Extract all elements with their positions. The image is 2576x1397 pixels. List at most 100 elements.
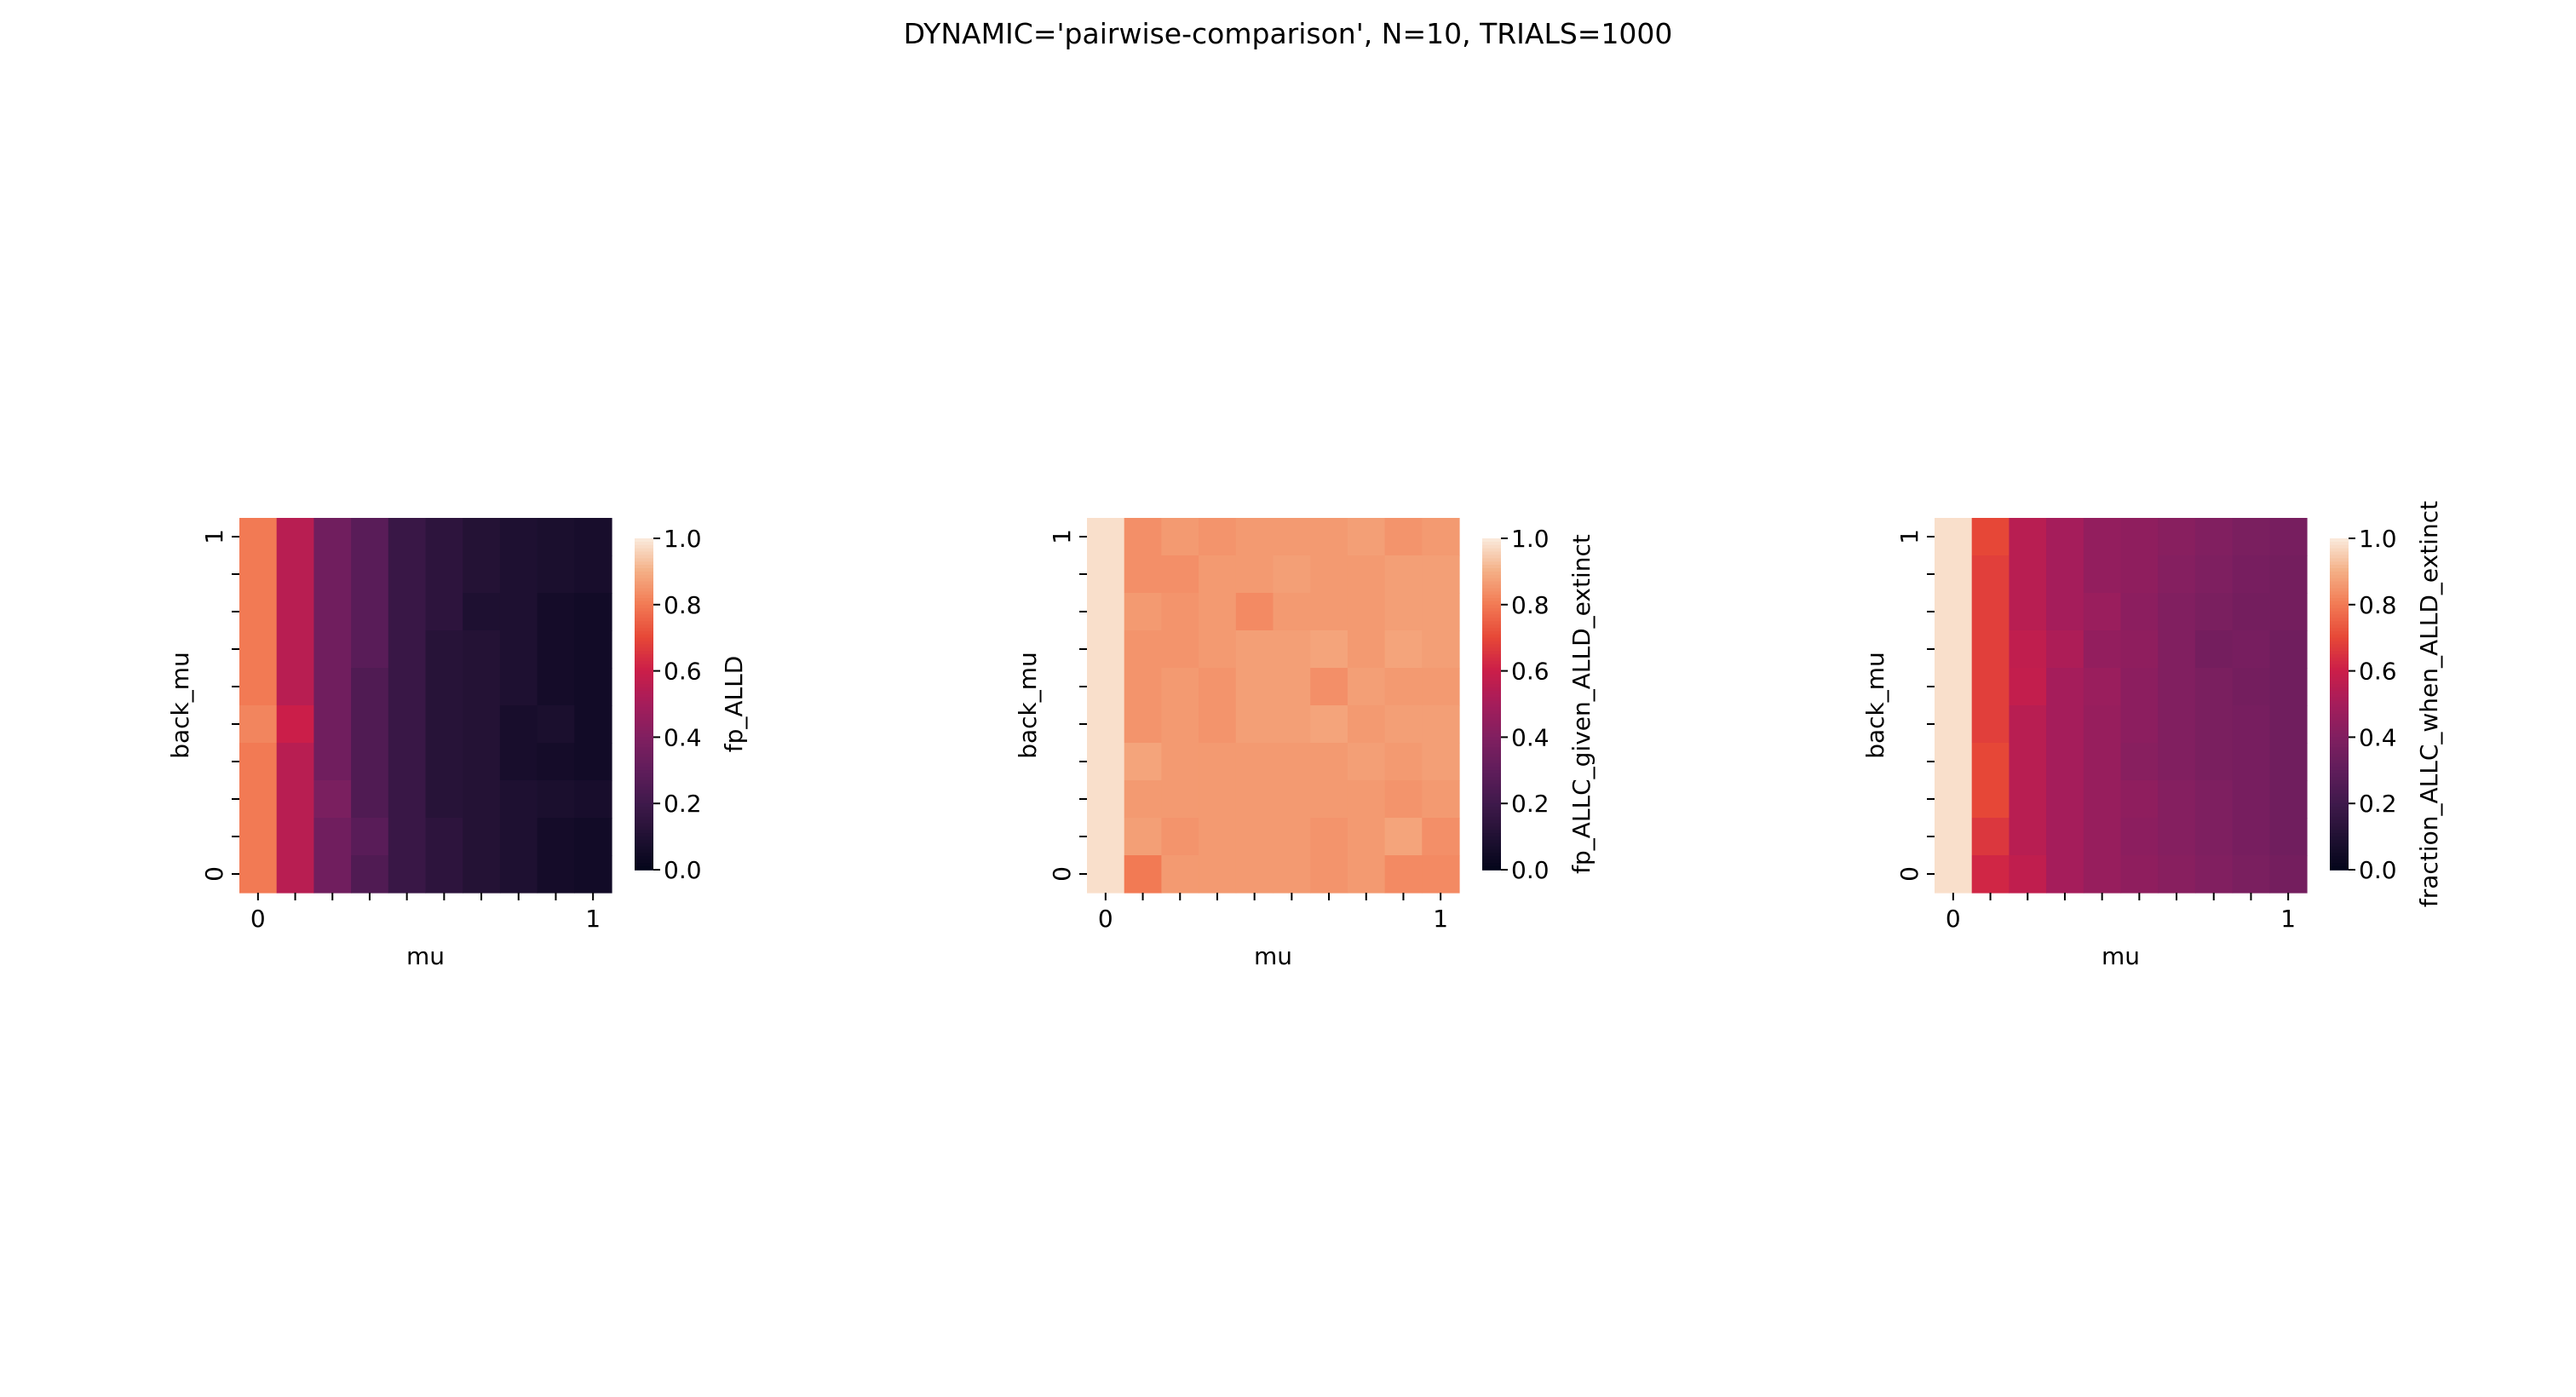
colorbar-segment xyxy=(2330,565,2349,569)
heatmap-cell xyxy=(239,780,278,819)
colorbar-segment xyxy=(1482,849,1501,854)
heatmap-cell xyxy=(1199,593,1237,631)
heatmap-cell xyxy=(463,743,501,781)
colorbar-label: fp_ALLC_given_ALLD_extinct xyxy=(1567,534,1596,874)
colorbar-segment xyxy=(2330,607,2349,612)
colorbar-segment xyxy=(635,773,653,778)
heatmap-cell xyxy=(276,630,314,669)
heatmap-cell xyxy=(574,518,612,556)
heatmap-cell xyxy=(2009,555,2047,594)
heatmap-cell xyxy=(239,630,278,669)
heatmap-cell xyxy=(2194,705,2234,744)
heatmap-cell xyxy=(2269,593,2308,631)
heatmap-cell xyxy=(2194,593,2234,631)
heatmap-cell xyxy=(2158,743,2196,781)
heatmap-cell xyxy=(2120,780,2159,819)
colorbar-segment xyxy=(635,747,653,751)
heatmap-cell xyxy=(425,593,463,631)
colorbar-segment xyxy=(635,538,653,543)
heatmap-cell xyxy=(2232,743,2270,781)
heatmap-cell xyxy=(2083,555,2122,594)
heatmap-cell xyxy=(1971,818,2010,856)
heatmap-cell xyxy=(2194,780,2234,819)
heatmap-cell xyxy=(1347,743,1386,781)
colorbar-segment xyxy=(1482,790,1501,795)
heatmap-cell xyxy=(1199,818,1237,856)
colorbar-segment xyxy=(635,578,653,583)
colorbar-segment xyxy=(1482,634,1501,639)
heatmap-cell xyxy=(1422,668,1460,706)
heatmap-cell xyxy=(1310,743,1348,781)
heatmap-cell xyxy=(1422,705,1460,744)
colorbar-segment xyxy=(2330,786,2349,791)
colorbar-segment xyxy=(1482,767,1501,772)
colorbar-segment xyxy=(2330,819,2349,825)
heatmap-cell xyxy=(2083,705,2122,744)
heatmap-cell xyxy=(2120,555,2159,594)
heatmap-cell xyxy=(1161,518,1199,556)
colorbar-segment xyxy=(2330,634,2349,639)
colorbar-tick-label: 1.0 xyxy=(2359,525,2397,553)
heatmap-cell xyxy=(276,705,314,744)
colorbar-segment xyxy=(2330,628,2349,632)
colorbar-segment xyxy=(635,714,653,718)
x-tick-label: 0 xyxy=(1098,905,1113,933)
heatmap-cell xyxy=(1310,555,1348,594)
heatmap-cell xyxy=(2269,630,2308,669)
colorbar-tick-label: 0.4 xyxy=(1511,723,1550,751)
colorbar-segment xyxy=(2330,647,2349,653)
colorbar-segment xyxy=(2330,667,2349,672)
heatmap-cell xyxy=(2269,818,2308,856)
colorbar-segment xyxy=(1482,538,1501,543)
heatmap-cell xyxy=(425,705,463,744)
colorbar-segment xyxy=(1482,809,1501,814)
colorbar-segment xyxy=(2330,677,2349,682)
colorbar-segment xyxy=(635,581,653,586)
heatmap-cell xyxy=(1273,855,1311,894)
heatmap-cell xyxy=(1124,855,1162,894)
colorbar-segment xyxy=(635,809,653,814)
heatmap-cell xyxy=(1935,818,1973,856)
heatmap-cell xyxy=(1971,855,2010,894)
heatmap-cell xyxy=(1971,593,2010,631)
colorbar-segment xyxy=(2330,856,2349,861)
colorbar-segment xyxy=(635,707,653,712)
heatmap-cell xyxy=(313,555,352,594)
heatmap-cell xyxy=(1199,518,1237,556)
heatmap-cell xyxy=(537,705,575,744)
colorbar-segment xyxy=(2330,763,2349,768)
colorbar-segment xyxy=(635,565,653,569)
colorbar-segment xyxy=(1482,618,1501,623)
heatmap-cell xyxy=(1310,780,1348,819)
heatmap-cell xyxy=(313,818,352,856)
heatmap-cell xyxy=(276,555,314,594)
heatmap-cell xyxy=(1422,780,1460,819)
colorbar-segment xyxy=(635,786,653,791)
heatmap-cell xyxy=(1273,593,1311,631)
colorbar-tick-label: 0.0 xyxy=(664,856,702,884)
colorbar-segment xyxy=(1482,823,1501,828)
heatmap-cell xyxy=(276,818,314,856)
colorbar-segment xyxy=(2330,541,2349,546)
heatmap-cell xyxy=(276,668,314,706)
colorbar-segment xyxy=(1482,690,1501,695)
heatmap-cell xyxy=(2009,668,2047,706)
heatmap-cell xyxy=(388,630,427,669)
colorbar-segment xyxy=(635,607,653,612)
colorbar-segment xyxy=(635,819,653,825)
heatmap-cell xyxy=(351,818,389,856)
x-tick-label: 1 xyxy=(2280,905,2296,933)
colorbar-segment xyxy=(635,693,653,698)
colorbar-segment xyxy=(1482,750,1501,755)
y-axis-label: back_mu xyxy=(1014,652,1042,759)
heatmap-cell xyxy=(1273,743,1311,781)
heatmap-cell xyxy=(313,518,352,556)
heatmap-cell xyxy=(499,855,538,894)
heatmap-cell xyxy=(1347,630,1386,669)
colorbar-segment xyxy=(1482,674,1501,679)
colorbar-segment xyxy=(2330,747,2349,751)
colorbar-segment xyxy=(2330,733,2349,739)
colorbar-segment xyxy=(635,591,653,595)
colorbar-segment xyxy=(2330,767,2349,772)
colorbar-segment xyxy=(2330,846,2349,851)
